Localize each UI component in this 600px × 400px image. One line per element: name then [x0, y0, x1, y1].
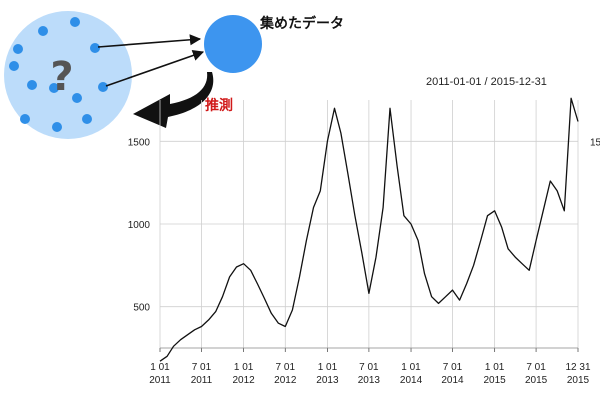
x-tick-label: 7 01 [526, 362, 546, 373]
y-tick-label: 500 [133, 303, 150, 314]
population-dot [38, 26, 48, 36]
population-dot [13, 44, 23, 54]
x-tick-label: 1 01 [234, 362, 254, 373]
x-tick-year-label: 2014 [400, 375, 423, 386]
x-tick-year-label: 2015 [567, 375, 590, 386]
population-dot [52, 122, 62, 132]
x-tick-year-label: 2012 [232, 375, 255, 386]
x-tick-year-label: 2011 [191, 375, 213, 386]
x-tick-year-label: 2015 [484, 375, 507, 386]
sampling-arrows [97, 34, 205, 87]
x-tick-label: 1 01 [485, 362, 505, 373]
x-tick-year-label: 2013 [358, 375, 381, 386]
sampled-dot [98, 82, 108, 92]
population-dot [20, 114, 30, 124]
x-tick-label: 1 01 [150, 362, 170, 373]
x-tick-year-label: 2012 [274, 375, 297, 386]
x-tick-label: 7 01 [359, 362, 379, 373]
inference-arrow [133, 72, 214, 128]
sample-caption: 集めたデータ [259, 15, 344, 32]
population-dot [49, 83, 59, 93]
population-dot [70, 17, 80, 27]
right-y-tick-label: 15 [590, 137, 600, 148]
y-tick-label: 1000 [128, 220, 151, 231]
inference-label: 推測 [205, 97, 233, 114]
population-circle [4, 11, 132, 139]
y-tick-label: 1500 [128, 137, 151, 148]
x-tick-label: 1 01 [318, 362, 338, 373]
x-tick-year-label: 2013 [316, 375, 339, 386]
population-dot [9, 61, 19, 71]
series-line [159, 97, 579, 362]
sampling-arrow [105, 50, 205, 87]
x-tick-year-label: 2014 [441, 375, 464, 386]
x-tick-label: 7 01 [192, 362, 212, 373]
x-tick-year-label: 2011 [149, 375, 171, 386]
population-dot [27, 80, 37, 90]
x-tick-year-label: 2015 [525, 375, 548, 386]
question-mark: ? [50, 54, 73, 100]
x-tick-label: 7 01 [443, 362, 463, 373]
x-tick-label: 12 31 [565, 362, 590, 373]
x-tick-label: 7 01 [276, 362, 296, 373]
sample-circle [204, 15, 262, 73]
sampling-arrow [97, 34, 202, 48]
price-chart: 1 01 2011 7 01 2011 1 01 2012 7 01 2012 1 01 2013… [128, 97, 600, 386]
sampled-dot [90, 43, 100, 53]
population-dot [72, 93, 82, 103]
population-dot [82, 114, 92, 124]
population-diagram: ? [4, 11, 132, 139]
x-tick-label: 1 01 [401, 362, 421, 373]
date-range-label: 2011-01-01 / 2015-12-31 [426, 76, 547, 88]
